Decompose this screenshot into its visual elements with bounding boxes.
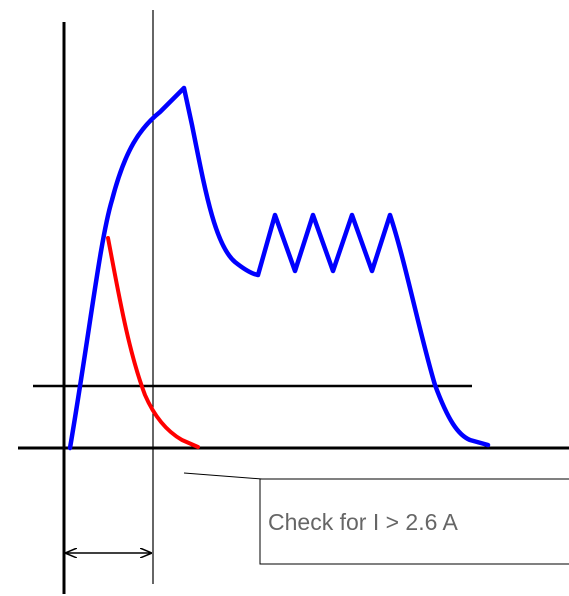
callout-text: Check for I > 2.6 A bbox=[268, 509, 459, 535]
callout-leader bbox=[183, 472, 263, 480]
callout-box bbox=[259, 478, 569, 565]
current-trace bbox=[67, 85, 491, 451]
decay-trace bbox=[106, 236, 200, 449]
